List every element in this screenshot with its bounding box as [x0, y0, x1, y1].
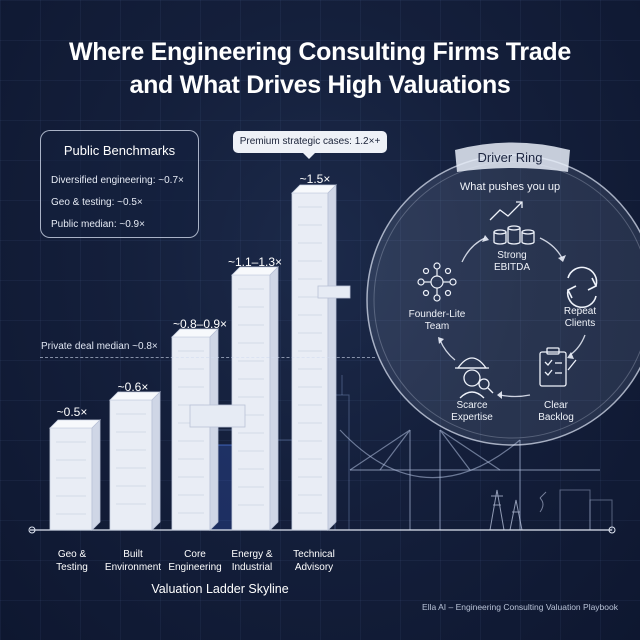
category-label-core: Core Engineering: [168, 549, 222, 573]
multiple-label-advisory: ~1.5×: [299, 172, 331, 186]
axis-start-marker: [28, 526, 36, 534]
plug-icon: [539, 491, 547, 513]
clipboard-checklist-icon: [539, 347, 577, 387]
page-title: Where Engineering Consulting Firms Trade…: [0, 36, 640, 102]
skybridge: [317, 285, 351, 299]
right-city-block: [559, 489, 613, 531]
benchmark-item: Public median: ~0.9×: [51, 219, 145, 230]
building-energy-industrial: [231, 266, 279, 531]
skyline-caption: Valuation Ladder Skyline: [151, 582, 289, 596]
premium-callout: Premium strategic cases: 1.2×+: [233, 131, 387, 159]
benchmark-item: Geo & testing: ~0.5×: [51, 197, 143, 208]
benchmarks-title: Public Benchmarks: [63, 143, 176, 158]
repeat-cycle-icon: [566, 266, 598, 309]
category-label-geo: Geo & Testing: [56, 549, 88, 573]
buildings-group: [49, 184, 351, 531]
title-line-2: and What Drives High Valuations: [129, 71, 511, 99]
footer-credit: Ella AI – Engineering Consulting Valuati…: [422, 602, 618, 612]
driver-label-backlog: Clear Backlog: [538, 400, 574, 423]
driver-label-team: Founder-Lite Team: [408, 309, 466, 332]
building-core-engineering: [171, 328, 219, 531]
cycle-arrowheads: [438, 235, 574, 399]
multiple-label-built: ~0.6×: [117, 380, 149, 394]
private-median-label: Private deal median ~0.8×: [41, 341, 158, 352]
category-label-advisory: Technical Advisory: [293, 549, 335, 573]
multiple-label-geo: ~0.5×: [56, 405, 88, 419]
private-median-line: [40, 357, 375, 358]
axis-end-marker: [608, 526, 616, 534]
skybridge: [189, 404, 246, 428]
multiple-label-energy: ~1.1–1.3×: [227, 255, 283, 269]
public-benchmarks-card: Public Benchmarks Diversified engineerin…: [40, 130, 199, 238]
multiple-label-core: ~0.8–0.9×: [172, 317, 228, 331]
title-line-1: Where Engineering Consulting Firms Trade: [69, 38, 571, 66]
driver-label-expertise: Scarce Expertise: [451, 400, 493, 423]
category-label-built: Built Environment: [104, 549, 162, 573]
ring-title-tab: [455, 142, 570, 172]
growth-chart-coins-icon: [489, 201, 535, 245]
power-pylons: [489, 489, 523, 531]
building-technical-advisory: [291, 184, 337, 531]
network-team-icon: [417, 262, 457, 302]
category-label-energy: Energy & Industrial: [231, 549, 273, 573]
building-geo-testing: [49, 419, 101, 531]
engineer-hardhat-icon: [455, 357, 494, 399]
driver-ring-subtitle: What pushes you up: [459, 181, 561, 193]
benchmark-item: Diversified engineering: ~0.7×: [51, 175, 184, 186]
bridge: [339, 429, 600, 530]
driver-label-clients: Repeat Clients: [563, 306, 597, 329]
building-built-environment: [109, 391, 161, 531]
driver-ring-title: Driver Ring: [477, 150, 543, 165]
driver-label-ebitda: Strong EBITDA: [493, 250, 531, 273]
